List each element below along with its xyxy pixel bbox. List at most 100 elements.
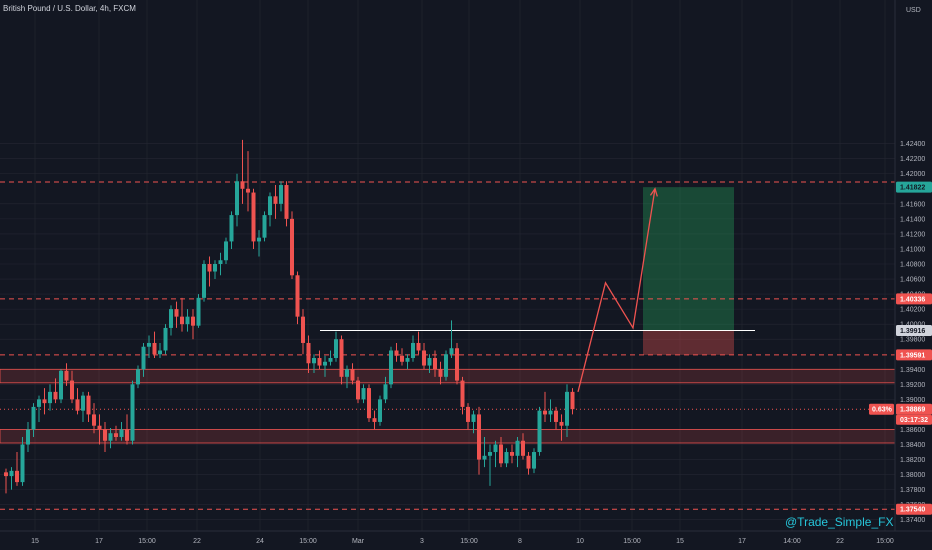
candle-body	[449, 348, 454, 355]
candle-body	[466, 406, 470, 422]
price-badge	[896, 403, 932, 415]
candle-body	[378, 399, 382, 422]
x-tick-label: 15:00	[138, 538, 156, 545]
stop-loss-zone[interactable]	[643, 330, 734, 355]
candle-body	[213, 263, 217, 272]
candle-body	[510, 452, 514, 456]
candle-body	[169, 309, 173, 328]
candle-body	[48, 391, 52, 404]
candle-body	[499, 444, 503, 464]
candle-body	[136, 369, 140, 385]
candle-body	[295, 275, 300, 317]
candle-body	[119, 429, 124, 437]
x-tick-label: 22	[193, 538, 201, 545]
y-tick-label: 1.38200	[900, 457, 925, 464]
candle-body	[532, 452, 536, 469]
price-badge-label: 1.39916	[900, 328, 925, 335]
candle-body	[482, 455, 487, 460]
x-tick-label: 14:00	[783, 538, 801, 545]
candle-body	[301, 316, 305, 343]
candle-body	[350, 369, 355, 381]
candle-body	[444, 354, 448, 377]
change-badge-label: 0.63%	[872, 407, 893, 414]
x-tick-label: 8	[518, 538, 522, 545]
price-badge	[896, 293, 932, 305]
candle-body	[92, 414, 96, 426]
x-tick-label: 15:00	[623, 538, 641, 545]
price-badge	[896, 324, 932, 336]
candle-body	[422, 350, 426, 366]
candle-body	[53, 391, 58, 400]
candle-body	[235, 181, 239, 216]
candle-body	[257, 237, 261, 242]
y-tick-label: 1.41200	[900, 231, 925, 238]
candle-body	[345, 369, 349, 377]
candle-body	[202, 263, 206, 298]
candle-body	[488, 452, 492, 456]
candle-body	[460, 380, 465, 407]
candle-body	[147, 342, 151, 347]
y-tick-label: 1.42000	[900, 171, 925, 178]
y-tick-label: 1.42400	[900, 141, 925, 148]
x-tick-label: 15:00	[299, 538, 317, 545]
projection-path[interactable]	[577, 187, 658, 393]
candle-body	[339, 339, 344, 377]
y-tick-label: 1.41400	[900, 216, 925, 223]
candle-body	[114, 433, 118, 437]
candle-body	[367, 388, 371, 419]
countdown-label: 03:17:32	[900, 417, 928, 424]
candle-body	[158, 350, 162, 355]
candle-body	[64, 370, 69, 381]
candle-body	[565, 391, 569, 426]
candle-body	[125, 429, 129, 441]
time-axis-bg	[0, 531, 932, 550]
price-badge-label: 1.40336	[900, 296, 925, 303]
candle-body	[224, 241, 228, 261]
y-tick-label: 1.41600	[900, 201, 925, 208]
y-tick-label: 1.39200	[900, 382, 925, 389]
price-axis[interactable]: 1.42400 1.42200 1.42000 1.41600 1.41400 1.412…	[894, 0, 932, 550]
x-tick-label: 15	[676, 538, 684, 545]
candle-body	[174, 309, 179, 317]
y-tick-label: 1.39400	[900, 367, 925, 374]
price-badge-label: 1.39591	[900, 352, 925, 359]
x-tick-label: 15:00	[876, 538, 894, 545]
candle-body	[268, 196, 272, 216]
candle-body	[103, 429, 107, 441]
candle-body	[20, 444, 25, 483]
candle-body	[279, 185, 283, 204]
candle-body	[416, 342, 421, 351]
x-tick-label: Mar	[352, 538, 365, 545]
candle-body	[554, 410, 558, 422]
candle-body	[70, 380, 74, 400]
time-axis[interactable]: 15 17 15:00 22 24 15:00 Mar 3 15:00 8 10 15:00 15 17 1…	[0, 530, 932, 550]
projection-line[interactable]	[577, 188, 656, 393]
price-badge-label: 1.38869	[900, 407, 925, 414]
countdown-badge	[896, 414, 932, 425]
candle-body	[59, 370, 63, 400]
x-tick-label: 3	[420, 538, 424, 545]
candle-body	[26, 429, 30, 445]
price-badges: 1.41822 1.40336 1.39916 1.39591 1.38869 1.375…	[869, 181, 932, 515]
candle-body	[180, 316, 184, 325]
candle-body	[323, 361, 327, 366]
candle-body	[240, 181, 245, 189]
candle-body	[361, 388, 366, 400]
candle-body	[372, 418, 377, 422]
grid	[0, 0, 895, 531]
y-tick-label: 1.42200	[900, 156, 925, 163]
candle-body	[97, 425, 102, 430]
horizontal-lines[interactable]	[0, 181, 895, 510]
chart-title: British Pound / U.S. Dollar, 4h, FXCM	[3, 4, 136, 13]
candle-body	[455, 348, 459, 381]
candle-body	[515, 440, 520, 456]
long-position-tool[interactable]	[643, 187, 734, 355]
candle-body	[42, 399, 47, 404]
candle-body	[400, 355, 404, 362]
profit-zone[interactable]	[643, 187, 734, 331]
price-badge	[896, 181, 932, 193]
currency-label: USD	[906, 7, 921, 14]
candle-body	[427, 358, 432, 366]
